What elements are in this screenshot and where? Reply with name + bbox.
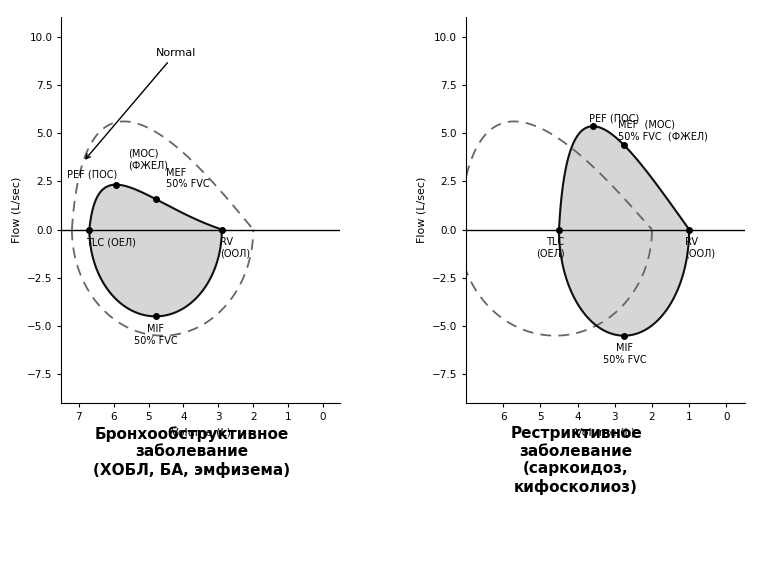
Text: PEF (ПОС): PEF (ПОС) <box>68 170 118 180</box>
Polygon shape <box>89 185 222 316</box>
Text: TLC (ОЕЛ): TLC (ОЕЛ) <box>86 237 136 247</box>
Text: Рестриктивное
заболевание
(саркоидоз,
кифосколиоз): Рестриктивное заболевание (саркоидоз, ки… <box>510 426 642 495</box>
Text: MEF  (МОС)
50% FVC  (ФЖЕЛ): MEF (МОС) 50% FVC (ФЖЕЛ) <box>618 120 708 141</box>
X-axis label: Volume (L): Volume (L) <box>171 428 231 438</box>
Y-axis label: Flow (L/sec): Flow (L/sec) <box>12 177 22 244</box>
Text: Normal: Normal <box>0 575 1 576</box>
X-axis label: Volume (L): Volume (L) <box>575 428 635 438</box>
Text: (МОС)
(ФЖЕЛ): (МОС) (ФЖЕЛ) <box>127 149 168 170</box>
Text: TLC
(ОЕЛ): TLC (ОЕЛ) <box>536 237 564 259</box>
Text: RV
(ООЛ): RV (ООЛ) <box>220 237 250 259</box>
Text: PEF (ПОС): PEF (ПОС) <box>589 113 639 123</box>
Polygon shape <box>559 126 689 336</box>
Y-axis label: Flow (L/sec): Flow (L/sec) <box>416 177 426 244</box>
Text: MEF
50% FVC: MEF 50% FVC <box>166 168 210 190</box>
Text: RV
(ООЛ): RV (ООЛ) <box>686 237 716 259</box>
Text: MIF
50% FVC: MIF 50% FVC <box>603 343 646 365</box>
Text: Бронхообструктивное
заболевание
(ХОБЛ, БА, эмфизема): Бронхообструктивное заболевание (ХОБЛ, Б… <box>94 426 290 478</box>
Text: MIF
50% FVC: MIF 50% FVC <box>134 324 177 346</box>
Text: Normal: Normal <box>86 48 196 159</box>
